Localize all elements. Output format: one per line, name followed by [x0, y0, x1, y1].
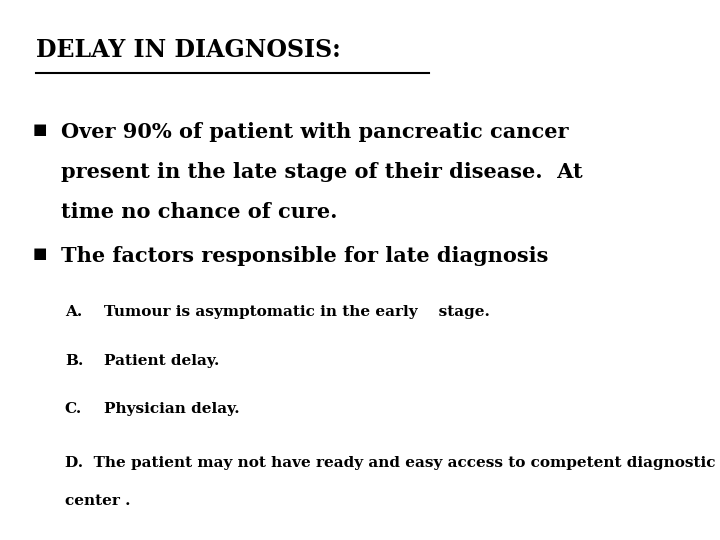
Text: Patient delay.: Patient delay. — [104, 354, 220, 368]
Text: D.  The patient may not have ready and easy access to competent diagnostic: D. The patient may not have ready and ea… — [65, 456, 715, 470]
Text: time no chance of cure.: time no chance of cure. — [61, 202, 338, 222]
Text: B.: B. — [65, 354, 84, 368]
Text: ■: ■ — [32, 246, 47, 261]
Text: The factors responsible for late diagnosis: The factors responsible for late diagnos… — [61, 246, 549, 266]
Text: present in the late stage of their disease.  At: present in the late stage of their disea… — [61, 162, 582, 182]
Text: Tumour is asymptomatic in the early    stage.: Tumour is asymptomatic in the early stag… — [104, 305, 490, 319]
Text: ■: ■ — [32, 122, 47, 137]
Text: Over 90% of patient with pancreatic cancer: Over 90% of patient with pancreatic canc… — [61, 122, 569, 141]
Text: DELAY IN DIAGNOSIS:: DELAY IN DIAGNOSIS: — [36, 38, 341, 62]
Text: Physician delay.: Physician delay. — [104, 402, 240, 416]
Text: A.: A. — [65, 305, 82, 319]
Text: center .: center . — [65, 494, 130, 508]
Text: C.: C. — [65, 402, 82, 416]
